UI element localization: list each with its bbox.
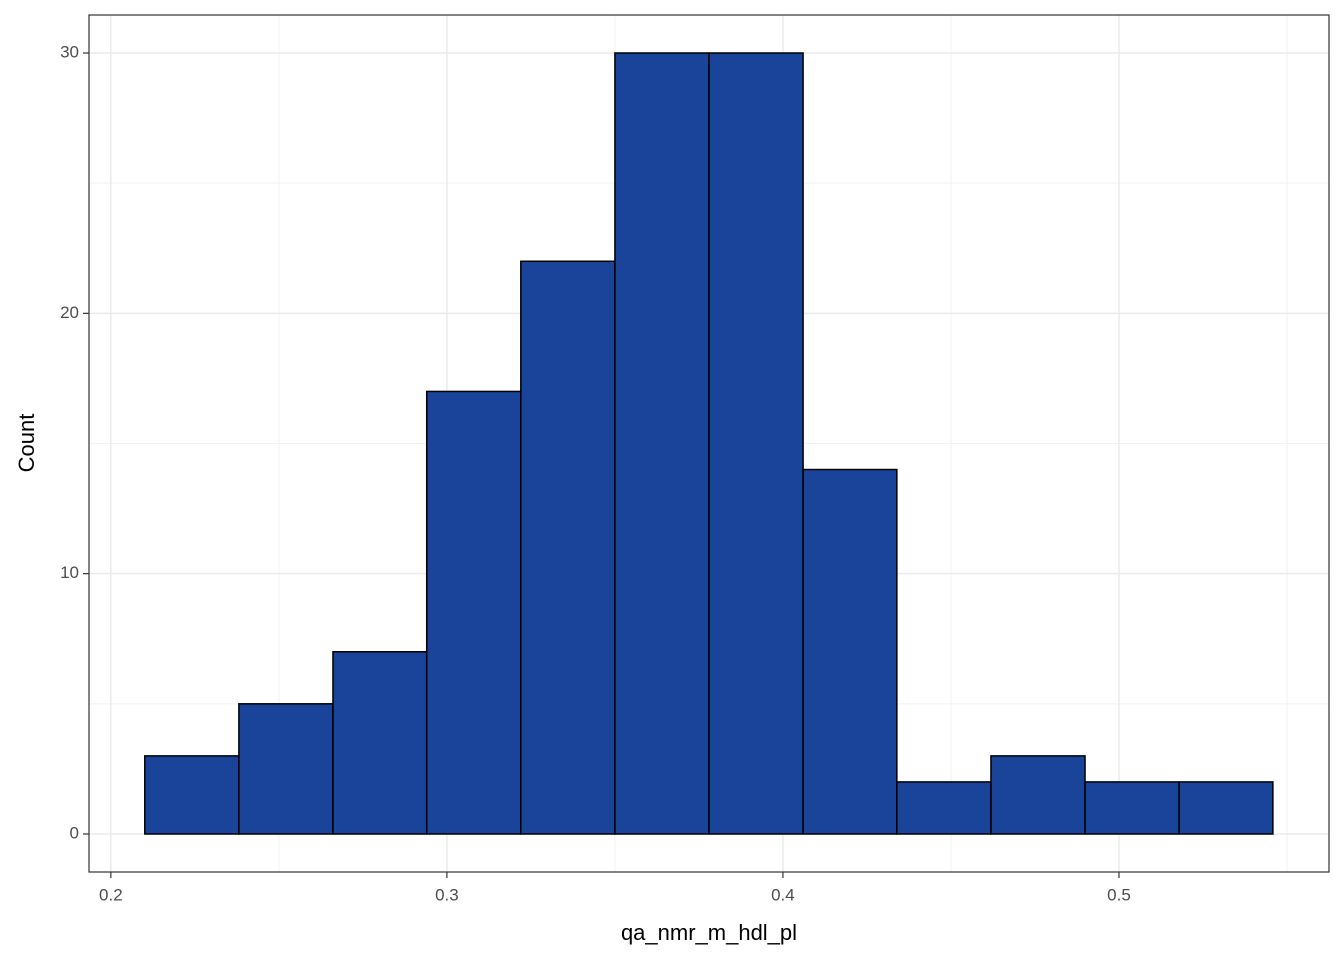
bar: [614, 52, 710, 835]
x-tick-label: 0.2: [99, 885, 123, 904]
y-tick-label: 10: [60, 563, 79, 582]
y-tick-label: 0: [70, 823, 79, 842]
bar: [1178, 781, 1274, 835]
bar: [802, 468, 898, 835]
bar: [520, 260, 616, 835]
y-tick-label: 30: [60, 42, 79, 61]
bar: [990, 755, 1086, 835]
x-tick-label: 0.3: [435, 885, 459, 904]
bar: [896, 781, 992, 835]
bar: [425, 390, 522, 835]
plot-border: [88, 14, 1330, 873]
bar: [1084, 781, 1180, 835]
y-axis-title: Count: [14, 414, 39, 473]
x-axis-title: qa_nmr_m_hdl_pl: [621, 920, 797, 945]
bar: [332, 651, 428, 835]
bar: [238, 703, 334, 835]
bar: [144, 755, 240, 835]
x-tick-label: 0.5: [1107, 885, 1131, 904]
x-tick-label: 0.4: [771, 885, 795, 904]
bar: [708, 52, 804, 835]
y-tick-label: 20: [60, 303, 79, 322]
